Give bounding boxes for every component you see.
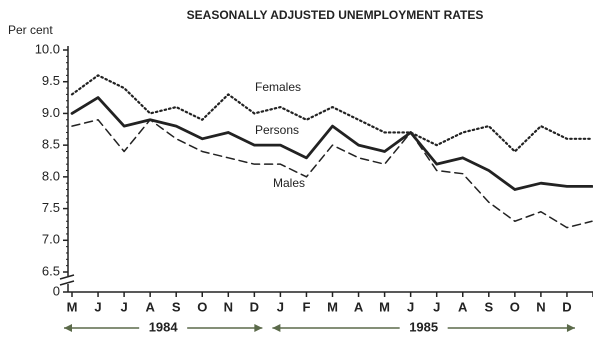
y-tick-label: 6.5 xyxy=(42,263,60,278)
series-line xyxy=(70,96,593,191)
series-label: Females xyxy=(255,80,301,94)
x-tick-label: M xyxy=(67,299,78,314)
chart-title: SEASONALLY ADJUSTED UNEMPLOYMENT RATES xyxy=(187,8,484,22)
axis-break xyxy=(59,274,75,286)
y-tick-label: 9.0 xyxy=(42,105,60,120)
x-tick-label: M xyxy=(327,299,338,314)
x-tick-label: J xyxy=(277,299,284,314)
x-tick-label: S xyxy=(484,299,493,314)
x-tick-label: D xyxy=(250,299,259,314)
x-tick-label: J xyxy=(94,299,101,314)
y-tick-label: 0 xyxy=(53,283,60,298)
x-tick-label: J xyxy=(433,299,440,314)
x-tick-label: A xyxy=(458,299,468,314)
x-tick-label: N xyxy=(536,299,545,314)
x-tick-label: J xyxy=(120,299,127,314)
y-tick-label: 7.5 xyxy=(42,200,60,215)
x-tick-label: D xyxy=(562,299,571,314)
x-tick-label: A xyxy=(145,299,155,314)
y-tick-label: 8.0 xyxy=(42,168,60,183)
x-tick-label: S xyxy=(172,299,181,314)
y-tick-label: 10.0 xyxy=(35,41,60,56)
year-label: 1985 xyxy=(409,319,438,334)
x-tick-label: J xyxy=(407,299,414,314)
x-tick-label: A xyxy=(354,299,364,314)
y-tick-label: 8.5 xyxy=(42,137,60,152)
y-tick-label: 9.5 xyxy=(42,73,60,88)
x-tick-label: O xyxy=(510,299,520,314)
year-label: 1984 xyxy=(149,319,179,334)
x-tick-label: N xyxy=(224,299,233,314)
series-label: Persons xyxy=(255,123,299,137)
series-line xyxy=(70,74,593,153)
x-tick-label: F xyxy=(302,299,310,314)
y-tick-label: 7.0 xyxy=(42,232,60,247)
y-axis-label: Per cent xyxy=(8,23,53,37)
x-tick-label: M xyxy=(379,299,390,314)
series-label: Males xyxy=(273,176,305,190)
series-line xyxy=(71,119,593,229)
x-tick-label: O xyxy=(197,299,207,314)
